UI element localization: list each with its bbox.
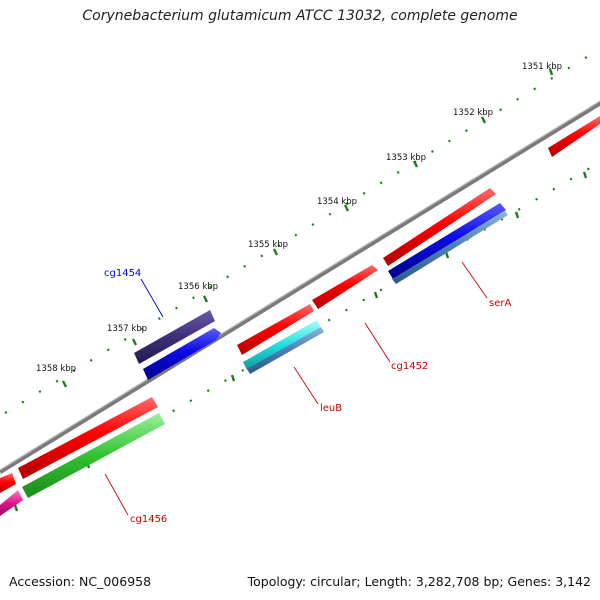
gene-sera-steel[interactable]: [392, 211, 508, 284]
gene-forward-1353[interactable]: [383, 188, 496, 266]
leader-cg1456: [104, 473, 129, 516]
leader-sera: [461, 261, 488, 299]
tick-label-1355: 1355 kbp: [248, 240, 288, 250]
gene-label-cg1452[interactable]: cg1452: [391, 361, 428, 372]
leader-leub: [293, 366, 319, 405]
gene-leub-steel[interactable]: [247, 327, 324, 374]
tick-label-1356: 1356 kbp: [178, 282, 218, 292]
gene-cg1456-green[interactable]: [22, 413, 165, 498]
gene-sera-blue[interactable]: [388, 203, 506, 279]
gene-cg1454-purple[interactable]: [134, 310, 215, 364]
gene-cg1454-blue[interactable]: [143, 328, 221, 380]
leader-cg1454: [140, 278, 164, 318]
gene-forward-1359[interactable]: [0, 473, 16, 493]
tick-label-1353: 1353 kbp: [386, 153, 426, 163]
gene-magenta[interactable]: [0, 490, 23, 516]
gene-label-cg1454[interactable]: cg1454: [104, 268, 141, 279]
accession-text: Accession: NC_006958: [9, 574, 152, 589]
outer-tick-ring: [4, 51, 596, 414]
genome-stats-text: Topology: circular; Length: 3,282,708 bp…: [247, 574, 591, 589]
genome-backbone: [0, 100, 600, 474]
gene-forward-1357[interactable]: [18, 397, 158, 479]
gene-label-leub[interactable]: leuB: [320, 403, 342, 414]
gene-forward-1351[interactable]: [548, 116, 600, 157]
gene-leub-cyan[interactable]: [243, 320, 321, 370]
tick-label-1351: 1351 kbp: [522, 62, 562, 72]
gene-label-cg1456[interactable]: cg1456: [130, 514, 167, 525]
map-title: Corynebacterium glutamicum ATCC 13032, c…: [82, 8, 518, 24]
tick-label-1358: 1358 kbp: [36, 364, 76, 374]
tick-label-1352: 1352 kbp: [453, 108, 493, 118]
tick-label-1357: 1357 kbp: [107, 324, 147, 334]
gene-forward-1356[interactable]: [237, 304, 314, 355]
gene-forward-1355[interactable]: [312, 265, 378, 309]
gene-label-sera[interactable]: serA: [489, 298, 511, 309]
tick-label-1354: 1354 kbp: [317, 197, 357, 207]
leader-cg1452: [364, 322, 391, 363]
